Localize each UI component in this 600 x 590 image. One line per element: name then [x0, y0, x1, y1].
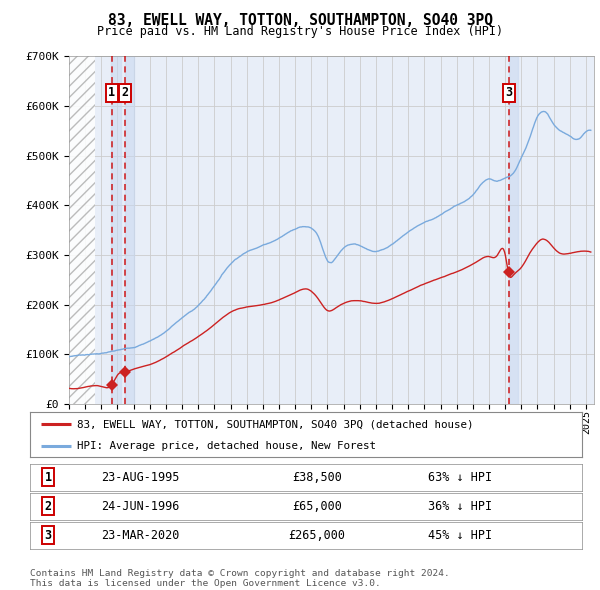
- Text: 23-AUG-1995: 23-AUG-1995: [101, 471, 179, 484]
- Text: 83, EWELL WAY, TOTTON, SOUTHAMPTON, SO40 3PQ: 83, EWELL WAY, TOTTON, SOUTHAMPTON, SO40…: [107, 13, 493, 28]
- Text: 3: 3: [505, 86, 512, 99]
- Text: Price paid vs. HM Land Registry's House Price Index (HPI): Price paid vs. HM Land Registry's House …: [97, 25, 503, 38]
- Bar: [125, 56, 134, 404]
- Text: 23-MAR-2020: 23-MAR-2020: [101, 529, 179, 542]
- Text: 2: 2: [122, 86, 129, 99]
- Text: £65,000: £65,000: [292, 500, 342, 513]
- Text: 45% ↓ HPI: 45% ↓ HPI: [428, 529, 493, 542]
- Text: £265,000: £265,000: [289, 529, 346, 542]
- Text: 2: 2: [44, 500, 52, 513]
- Text: 24-JUN-1996: 24-JUN-1996: [101, 500, 179, 513]
- Text: 83, EWELL WAY, TOTTON, SOUTHAMPTON, SO40 3PQ (detached house): 83, EWELL WAY, TOTTON, SOUTHAMPTON, SO40…: [77, 419, 473, 429]
- Text: HPI: Average price, detached house, New Forest: HPI: Average price, detached house, New …: [77, 441, 376, 451]
- Text: 63% ↓ HPI: 63% ↓ HPI: [428, 471, 493, 484]
- Bar: [112, 56, 121, 404]
- Bar: [509, 56, 518, 404]
- Text: £38,500: £38,500: [292, 471, 342, 484]
- Text: 1: 1: [44, 471, 52, 484]
- Text: 36% ↓ HPI: 36% ↓ HPI: [428, 500, 493, 513]
- Text: 1: 1: [108, 86, 115, 99]
- Text: 3: 3: [44, 529, 52, 542]
- Text: Contains HM Land Registry data © Crown copyright and database right 2024.
This d: Contains HM Land Registry data © Crown c…: [30, 569, 450, 588]
